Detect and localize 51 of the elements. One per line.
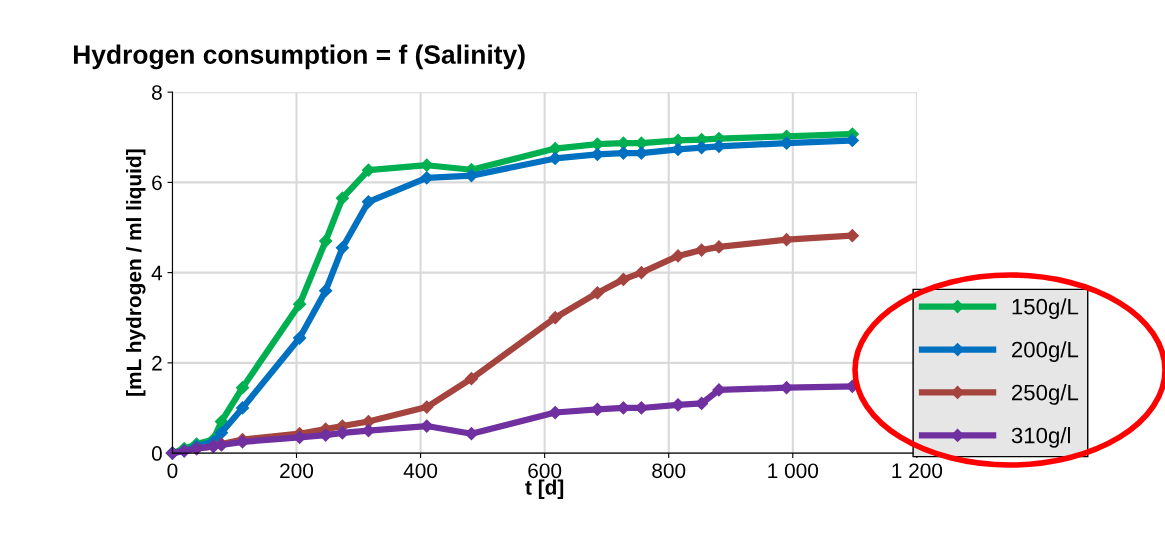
point <box>464 372 479 386</box>
point <box>420 400 434 414</box>
x-axis-title: t [d] <box>525 479 564 499</box>
point <box>235 401 250 415</box>
point <box>319 234 333 248</box>
x-tick-label: 1 000 <box>768 463 819 479</box>
point <box>671 398 685 412</box>
chart-title: Hydrogen consumption = f (Salinity) <box>73 44 525 70</box>
point <box>590 286 604 300</box>
point <box>214 426 229 440</box>
y-tick-label: 6 <box>152 175 162 191</box>
x-tick-label: 400 <box>403 463 438 479</box>
point <box>548 141 562 156</box>
y-tick-label: 2 <box>152 355 162 371</box>
legend-label: 150g/L <box>1012 298 1079 319</box>
point <box>335 426 349 440</box>
point <box>293 297 307 311</box>
point <box>671 142 685 157</box>
point <box>335 191 349 205</box>
x-tick-label: 600 <box>528 463 562 479</box>
point <box>616 272 631 286</box>
y-tick-label: 4 <box>151 265 163 281</box>
point <box>420 158 434 172</box>
point <box>712 383 726 397</box>
x-tick-label: 0 <box>167 463 178 479</box>
point <box>293 331 307 345</box>
legend-label: 250g/L <box>1012 384 1079 405</box>
point <box>361 163 376 177</box>
point <box>319 284 333 298</box>
x-tick-label: 1 200 <box>892 463 943 479</box>
point <box>361 195 376 209</box>
y-tick-label: 0 <box>151 446 162 461</box>
point <box>420 419 434 433</box>
point <box>695 396 709 411</box>
point <box>335 241 349 255</box>
legend-label: 200g/L <box>1012 341 1079 362</box>
point <box>235 381 250 395</box>
x-tick-label: 200 <box>280 463 314 479</box>
point <box>590 137 604 151</box>
point <box>634 266 649 280</box>
point <box>712 240 726 254</box>
point <box>548 151 562 166</box>
y-tick-label: 8 <box>152 85 162 100</box>
point <box>319 428 333 442</box>
point <box>695 243 709 257</box>
y-axis-title: [mL hydrogen / ml liquid] <box>126 149 146 396</box>
x-tick-label: 800 <box>652 463 686 479</box>
point <box>671 249 685 263</box>
legend-label: 310g/l <box>1011 427 1070 448</box>
point <box>548 311 562 325</box>
point <box>548 405 562 420</box>
